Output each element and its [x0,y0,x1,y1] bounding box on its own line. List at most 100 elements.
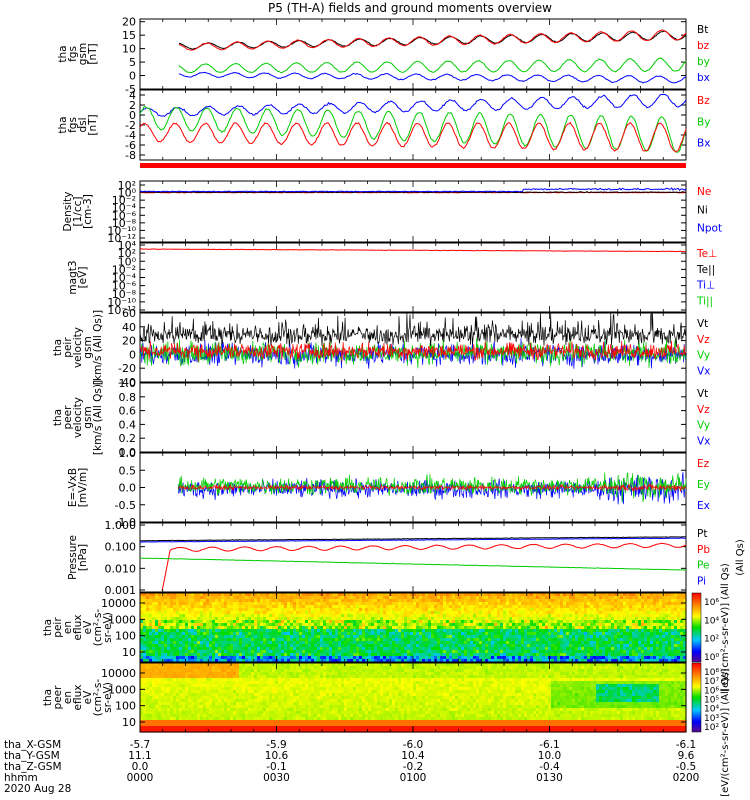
spectrogram-cell [572,611,576,615]
spectrogram-cell [524,593,528,597]
spectrogram-cell [323,602,327,606]
spectrogram-cell [188,644,192,648]
spectrogram-cell [662,620,666,624]
spectrogram-cell [665,602,669,606]
spectrogram-cell [578,602,582,606]
spectrogram-cell [533,632,537,636]
spectrogram-cell [590,659,594,663]
spectrogram-cell [173,717,177,721]
spectrogram-cell [449,602,453,606]
spectrogram-cell [503,620,507,624]
spectrogram-cell [221,638,225,642]
series-line-pe [139,557,686,571]
spectrogram-cell [230,638,234,642]
spectrogram-cell [479,614,483,618]
y-tick-label: 10⁰ [118,255,137,268]
spectrogram-cell [506,605,510,609]
spectrogram-cell [473,650,477,654]
spectrogram-cell [605,605,609,609]
spectrogram-cell [380,653,384,657]
spectrogram-cell [485,599,489,603]
spectrogram-cell [185,705,189,709]
spectrogram-cell [593,605,597,609]
spectrogram-cell [542,605,546,609]
spectrogram-cell [338,599,342,603]
spectrogram-cell [503,605,507,609]
spectrogram-cell [410,632,414,636]
spectrogram-cell [575,614,579,618]
spectrogram-cell [677,653,681,657]
spectrogram-cell [398,614,402,618]
spectrogram-cell [188,602,192,606]
spectrogram-cell [512,659,516,663]
spectrogram-cell [623,620,627,624]
spectrogram-cell [572,605,576,609]
spectrogram-cell [377,656,381,660]
spectrogram-cell [641,593,645,597]
spectrogram-cell [230,626,234,630]
spectrogram-cell [212,623,216,627]
spectrogram-cell [521,596,525,600]
spectrogram-cell [662,602,666,606]
spectrogram-cell [194,693,198,697]
spectrogram-cell [488,599,492,603]
spectrogram-cell [608,656,612,660]
spectrogram-cell [428,626,432,630]
spectrogram-cell [464,623,468,627]
spectrogram-cell [227,596,231,600]
spectrogram-cell [170,681,174,685]
spectrogram-cell [341,644,345,648]
spectrogram-cell [167,678,171,682]
spectrogram-cell [272,650,276,654]
spectrogram-cell [161,656,165,660]
spectrogram-cell [596,620,600,624]
spectrogram-cell [143,623,147,627]
y-axis-label: fgs [67,117,79,133]
spectrogram-cell [140,641,144,645]
spectrogram-cell [392,593,396,597]
spectrogram-cell [164,644,168,648]
spectrogram-cell [284,605,288,609]
spectrogram-cell [647,650,651,654]
spectrogram-cell [392,602,396,606]
spectrogram-cell [197,696,201,700]
spectrogram-cell [188,687,192,691]
spectrogram-cell [320,653,324,657]
spectrogram-cell [458,617,462,621]
spectrogram-cell [401,593,405,597]
spectrogram-cell [185,608,189,612]
spectrogram-cell [311,635,315,639]
spectrogram-cell [599,596,603,600]
spectrogram-cell [410,638,414,642]
spectrogram-cell [383,653,387,657]
spectrogram-cell [161,708,165,712]
spectrogram-cell [365,614,369,618]
spectrogram-cell [674,650,678,654]
spectrogram-cell [164,608,168,612]
spectrogram-cell [152,608,156,612]
spectrogram-peir_en_eflux [140,593,687,663]
panel-frame [139,382,687,453]
spectrogram-cell [140,702,144,706]
spectrogram-cell [575,593,579,597]
spectrogram-cell [593,602,597,606]
spectrogram-cell [224,602,228,606]
spectrogram-cell [596,611,600,615]
spectrogram-cell [173,708,177,712]
spectrogram-cell [638,638,642,642]
spectrogram-cell [209,620,213,624]
spectrogram-cell [173,635,177,639]
spectrogram-cell [170,696,174,700]
spectrogram-cell [194,635,198,639]
spectrogram-cell [503,623,507,627]
spectrogram-cell [332,605,336,609]
spectrogram-cell [173,687,177,691]
spectrogram-cell [227,653,231,657]
spectrogram-cell [239,599,243,603]
spectrogram-cell [371,626,375,630]
spectrogram-cell [647,596,651,600]
spectrogram-cell [524,659,528,663]
spectrogram-cell [563,638,567,642]
spectrogram-cell [518,629,522,633]
spectrogram-cell [368,617,372,621]
